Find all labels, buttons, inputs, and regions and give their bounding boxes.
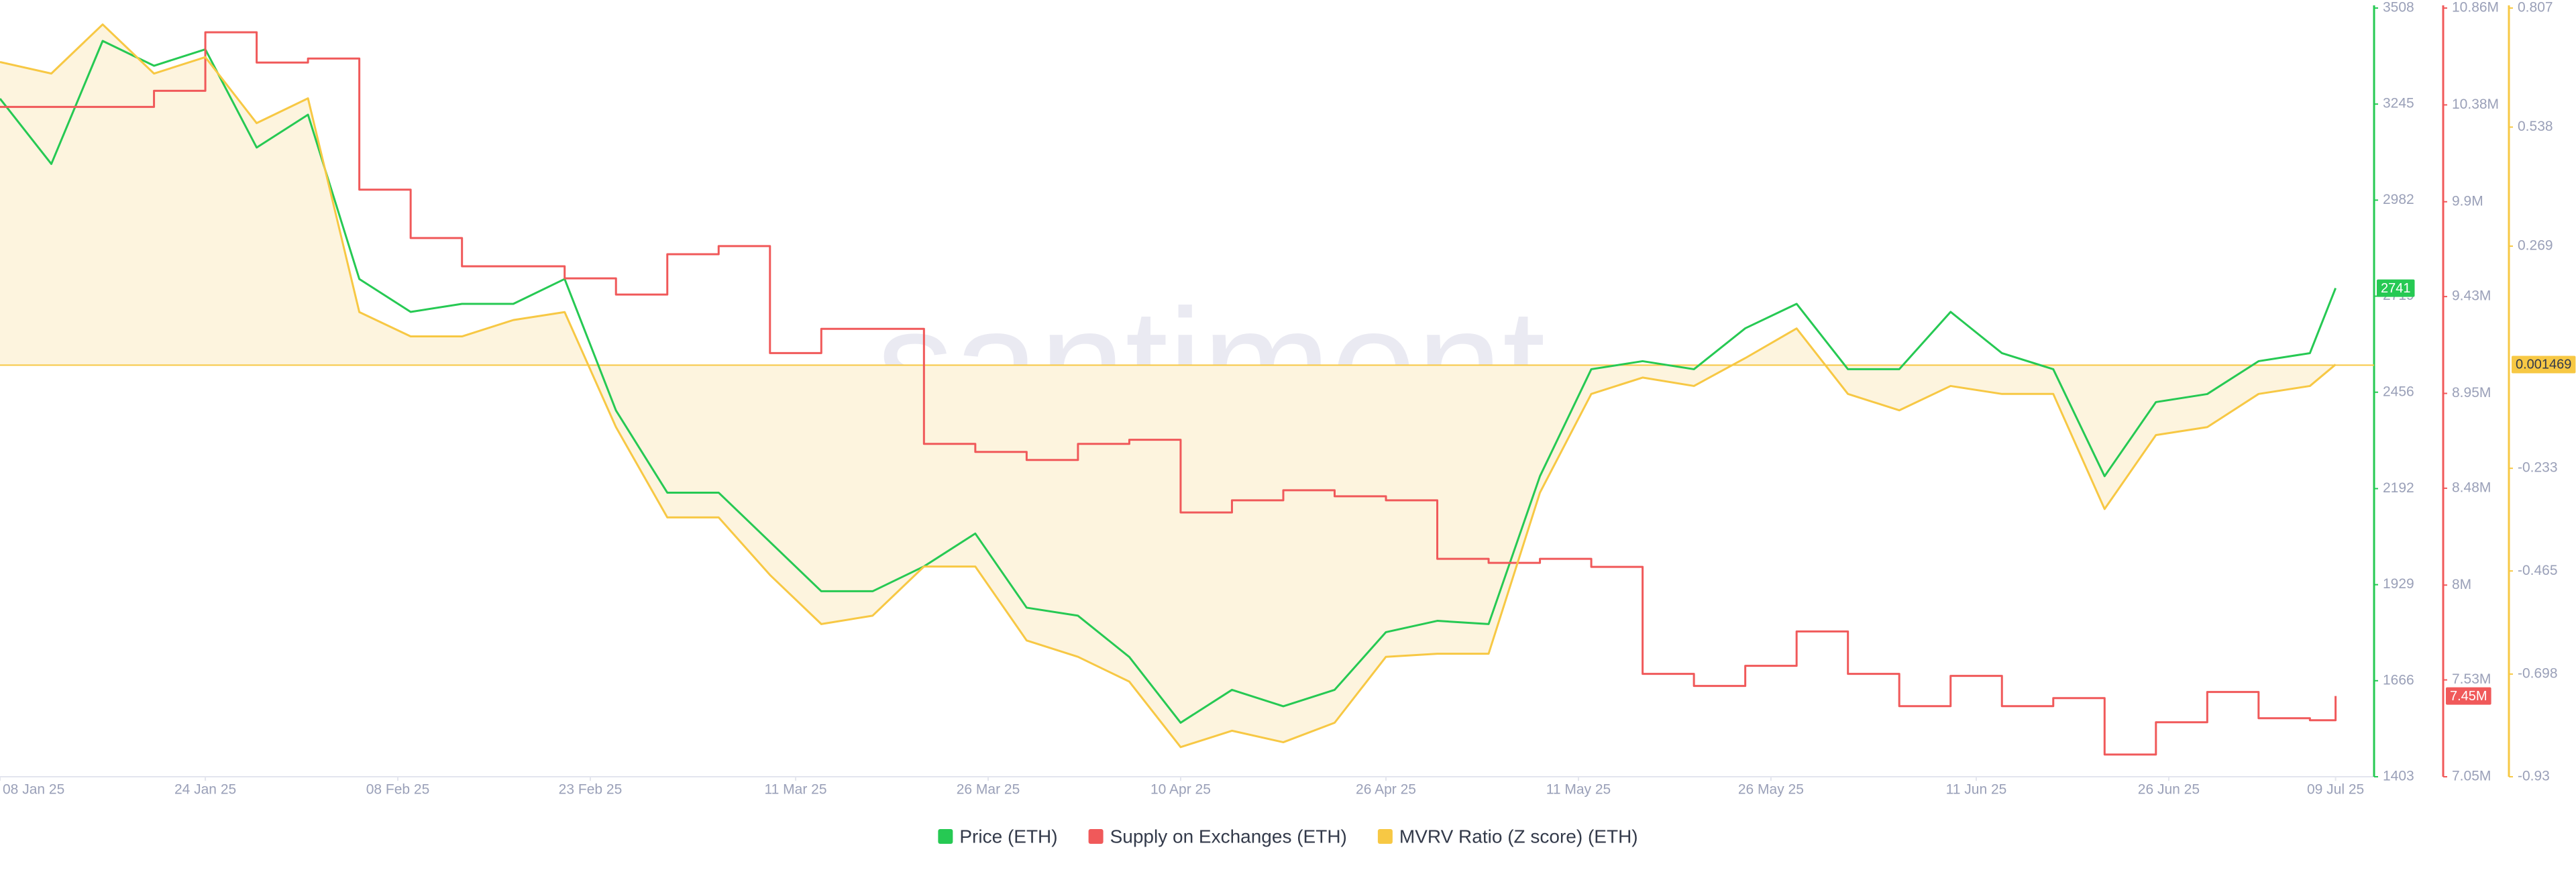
- y-tick-label: 9.43M: [2452, 288, 2491, 304]
- y-tick-label: 2456: [2383, 384, 2414, 399]
- y-tick-label: 1929: [2383, 576, 2414, 592]
- y-tick-label: 10.86M: [2452, 0, 2499, 15]
- legend-label: Price (ETH): [959, 826, 1057, 847]
- x-tick-label: 10 Apr 25: [1150, 782, 1211, 798]
- x-tick-label: 11 Jun 25: [1946, 782, 2007, 798]
- y-tick-label: 10.38M: [2452, 97, 2499, 112]
- legend: Price (ETH) Supply on Exchanges (ETH) MVRV…: [938, 826, 1638, 847]
- y-tick-label: 0.538: [2518, 119, 2553, 134]
- x-tick-label: 11 Mar 25: [765, 782, 827, 798]
- x-tick-label: 23 Feb 25: [559, 782, 623, 798]
- line: [0, 23, 2337, 749]
- legend-swatch: [938, 829, 953, 844]
- legend-swatch: [1377, 829, 1393, 844]
- y-tick-label: 3508: [2383, 0, 2414, 15]
- y-tick-label: 8.95M: [2452, 385, 2491, 400]
- y-tick-label: 0.269: [2518, 237, 2553, 253]
- last-value-badge: [2512, 356, 2576, 374]
- last-value-label: 7.45M: [2450, 689, 2487, 704]
- y-tick-label: 1403: [2383, 769, 2414, 784]
- y-tick-label: 7.05M: [2452, 769, 2491, 784]
- y-tick-label: 1666: [2383, 672, 2414, 688]
- line-layer: [0, 23, 2337, 756]
- last-value-label: 2741: [2381, 281, 2411, 296]
- y-tick-label: -0.698: [2518, 665, 2558, 681]
- x-tick-label: 08 Jan 25: [3, 782, 64, 798]
- y-tick-label: 2982: [2383, 192, 2414, 207]
- legend-label: MVRV Ratio (Z score) (ETH): [1399, 826, 1638, 847]
- y-tick-label: 8.48M: [2452, 480, 2491, 495]
- y-tick-label: 2192: [2383, 480, 2414, 496]
- legend-swatch: [1088, 829, 1104, 844]
- x-tick-label: 24 Jan 25: [174, 782, 236, 798]
- y-tick-label: 0.807: [2518, 0, 2553, 15]
- x-tick-label: 11 May 25: [1546, 782, 1611, 798]
- line: [0, 31, 2337, 756]
- x-tick-label: 09 Jul 25: [2307, 782, 2364, 798]
- last-value-label: 0.001469: [2516, 358, 2571, 372]
- y-tick-label: -0.465: [2518, 563, 2558, 578]
- last-value-badge: [2377, 279, 2415, 297]
- last-value-badge: [2446, 687, 2491, 705]
- y-tick-label: -0.93: [2518, 769, 2550, 784]
- x-tick-label: 08 Feb 25: [366, 782, 430, 798]
- y-tick-label: 7.53M: [2452, 671, 2491, 687]
- x-tick-label: 26 Jun 25: [2138, 782, 2200, 798]
- x-tick-label: 26 Mar 25: [957, 782, 1020, 798]
- legend-label: Supply on Exchanges (ETH): [1110, 826, 1347, 847]
- y-tick-label: 3245: [2383, 96, 2414, 111]
- line: [0, 40, 2337, 724]
- area: [0, 24, 2336, 747]
- y-tick-label: 8M: [2452, 577, 2471, 592]
- y-tick-label: -0.233: [2518, 460, 2558, 476]
- x-tick-label: 26 Apr 25: [1356, 782, 1416, 798]
- y-tick-label: 9.9M: [2452, 193, 2483, 209]
- x-tick-label: 26 May 25: [1738, 782, 1804, 798]
- area-layer: [0, 24, 2374, 747]
